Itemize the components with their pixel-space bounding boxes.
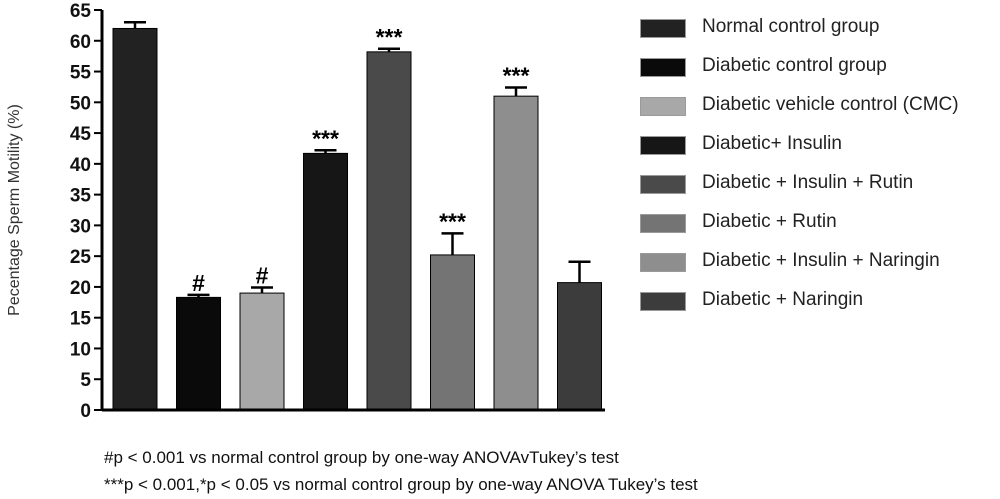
legend-label: Diabetic + Insulin + Naringin bbox=[702, 250, 940, 271]
bar bbox=[303, 152, 348, 411]
y-tick-label: 60 bbox=[70, 32, 91, 53]
significance-label: *** bbox=[312, 125, 339, 151]
bar bbox=[430, 254, 475, 411]
bar bbox=[112, 27, 158, 411]
significance-label: # bbox=[192, 270, 205, 296]
footnotes: #p < 0.001 vs normal control group by on… bbox=[104, 444, 698, 498]
legend-label: Diabetic+ Insulin bbox=[702, 133, 842, 154]
significance-label: *** bbox=[503, 63, 530, 89]
y-tick-label: 50 bbox=[70, 93, 91, 114]
legend-label: Diabetic + Rutin bbox=[702, 211, 837, 232]
bar-chart: Pecentage Sperm Motility (%) 0 5 10 15 20 25 30… bbox=[6, 1, 605, 422]
legend-label: Diabetic vehicle control (CMC) bbox=[702, 94, 959, 115]
legend-label: Diabetic + Insulin + Rutin bbox=[702, 172, 914, 193]
bar bbox=[176, 296, 221, 411]
bar bbox=[493, 95, 539, 411]
legend-swatch bbox=[640, 97, 686, 116]
y-tick-label: 15 bbox=[70, 309, 92, 330]
legend-swatch bbox=[640, 136, 686, 155]
legend-swatch bbox=[640, 58, 686, 77]
y-tick-label: 0 bbox=[80, 401, 91, 422]
legend-label: Normal control group bbox=[702, 16, 880, 37]
legend-swatch bbox=[640, 175, 686, 194]
legend-swatch bbox=[640, 214, 686, 233]
significance-label: # bbox=[256, 263, 269, 289]
legend-swatch bbox=[640, 253, 686, 272]
bar bbox=[366, 51, 412, 411]
y-tick-label: 5 bbox=[80, 370, 91, 391]
legend-swatch bbox=[640, 292, 686, 311]
significance-label: *** bbox=[439, 208, 466, 234]
footnote-stars: ***p < 0.001,*p < 0.05 vs normal control… bbox=[104, 475, 698, 494]
legend-label: Diabetic control group bbox=[702, 55, 887, 76]
y-tick-label: 40 bbox=[70, 155, 91, 176]
y-tick-label: 30 bbox=[70, 216, 91, 237]
legend-label: Diabetic + Naringin bbox=[702, 289, 864, 310]
y-tick-label: 20 bbox=[70, 278, 91, 299]
y-tick-label: 10 bbox=[70, 339, 91, 360]
significance-label: *** bbox=[376, 24, 403, 50]
y-tick-label: 35 bbox=[70, 186, 92, 207]
footnote-hash: #p < 0.001 vs normal control group by on… bbox=[104, 448, 619, 467]
y-tick-label: 55 bbox=[70, 63, 92, 84]
y-tick-label: 65 bbox=[70, 1, 92, 22]
bar bbox=[239, 292, 285, 411]
y-tick-label: 45 bbox=[70, 124, 92, 145]
legend-swatch bbox=[640, 19, 686, 38]
y-tick-label: 25 bbox=[70, 247, 92, 268]
bar bbox=[557, 282, 602, 411]
y-axis-label: Pecentage Sperm Motility (%) bbox=[6, 104, 23, 316]
